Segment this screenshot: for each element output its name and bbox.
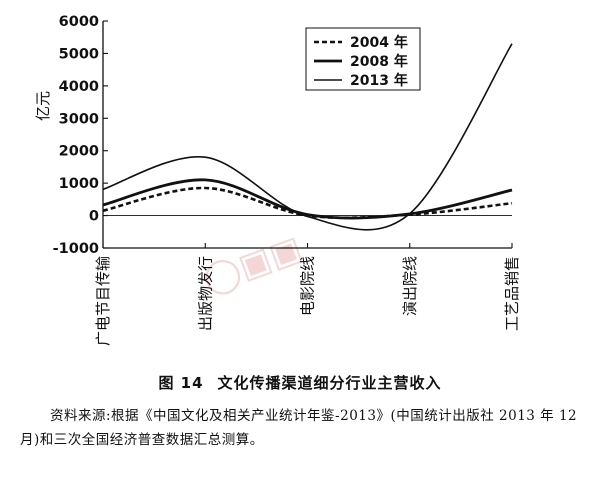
series-lines (102, 43, 513, 231)
x-ticks: 广电节目传输 出版物发行 电影院线 演出院线 工艺品销售 (94, 243, 521, 346)
y-tick-label: 4000 (59, 79, 99, 95)
series-line-2 (102, 43, 513, 231)
y-tick-label: 3000 (59, 111, 99, 127)
x-tick-label: 电影院线 (299, 256, 317, 316)
figure-caption: 图 14 文化传播渠道细分行业主营收入 (0, 372, 600, 393)
y-axis-label: 亿元 (34, 91, 52, 121)
legend-label: 2013 年 (350, 72, 408, 89)
y-ticks: -1000 0 1000 2000 3000 4000 5000 6000 (53, 14, 108, 257)
y-tick-label: 6000 (59, 14, 99, 30)
figure-number: 图 14 (158, 374, 204, 392)
legend-label: 2004 年 (350, 34, 408, 51)
y-tick-label: 1000 (59, 176, 99, 192)
series-line-1 (102, 178, 513, 220)
plot-area: -1000 0 1000 2000 3000 4000 5000 6000 广电节目传输 出版物… (53, 14, 521, 346)
legend: 2004 年 2008 年 2013 年 (305, 27, 421, 91)
y-tick-label: 5000 (59, 46, 99, 62)
x-tick-label: 演出院线 (401, 256, 419, 316)
x-tick-label: 广电节目传输 (94, 256, 112, 346)
source-note: 资料来源:根据《中国文化及相关产业统计年鉴-2013》(中国统计出版社 2013… (20, 408, 578, 448)
figure-title: 文化传播渠道细分行业主营收入 (217, 374, 442, 392)
legend-label: 2008 年 (350, 53, 408, 70)
x-tick-label: 工艺品销售 (503, 256, 521, 331)
y-tick-label: 0 (89, 209, 99, 225)
x-tick-label: 出版物发行 (196, 256, 214, 331)
y-tick-label: -1000 (53, 241, 99, 257)
y-tick-label: 2000 (59, 144, 99, 160)
